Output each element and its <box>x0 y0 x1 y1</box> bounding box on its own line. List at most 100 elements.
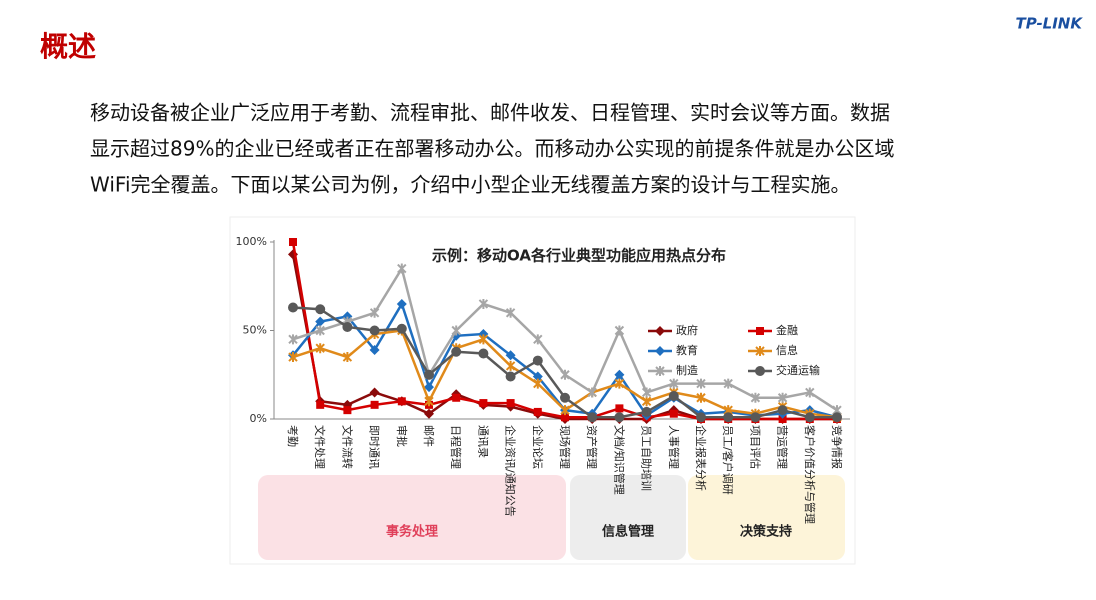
point <box>397 263 407 274</box>
x-tick-label: 考勤 <box>286 425 299 447</box>
point <box>288 334 298 345</box>
x-tick-label: 项目评估 <box>748 425 761 469</box>
logo: TP-LINK <box>1015 15 1083 33</box>
point <box>750 392 761 403</box>
point <box>614 378 625 389</box>
point <box>669 409 678 418</box>
point <box>370 400 379 409</box>
point <box>369 387 380 398</box>
y-tick-label: 100% <box>236 235 267 248</box>
point <box>668 390 679 401</box>
point <box>696 392 706 403</box>
legend-label: 制造 <box>676 363 698 377</box>
point <box>315 325 325 336</box>
point <box>777 392 788 403</box>
slide-title: 概述 <box>40 30 96 63</box>
point <box>696 412 706 423</box>
point <box>533 407 542 416</box>
point <box>424 382 434 393</box>
point <box>532 371 543 382</box>
point <box>424 396 434 407</box>
point <box>478 334 489 345</box>
point <box>315 316 326 327</box>
point <box>342 352 353 363</box>
point <box>832 412 842 423</box>
point <box>479 399 488 408</box>
point <box>723 412 734 423</box>
point <box>755 346 765 356</box>
point <box>315 304 326 315</box>
legend-label: 金融 <box>776 323 798 337</box>
point <box>614 325 625 336</box>
point <box>369 344 380 355</box>
point <box>533 334 543 345</box>
legend-label: 教育 <box>676 343 698 357</box>
point <box>655 346 665 356</box>
point <box>655 366 665 376</box>
point <box>451 346 462 357</box>
y-tick-label: 50% <box>243 324 267 337</box>
point <box>561 413 569 422</box>
x-tick-label: 员工自助培训 <box>640 425 654 491</box>
point <box>755 366 765 376</box>
x-tick-label: 竞争情报 <box>830 425 844 469</box>
x-tick-label: 企业论坛 <box>531 425 545 469</box>
point <box>451 325 461 336</box>
x-tick-label: 员工/客户调研 <box>721 425 735 495</box>
group-label: 事务处理 <box>386 524 438 540</box>
x-tick-label: 通讯录 <box>476 425 489 458</box>
paragraph-line: WiFi完全覆盖。下面以某公司为例，介绍中小型企业无线覆盖方案的设计与工程实施。 <box>90 173 851 197</box>
x-tick-label: 即时通讯 <box>368 425 381 469</box>
point <box>587 412 598 423</box>
point <box>614 412 625 423</box>
point <box>804 412 815 423</box>
point <box>506 399 515 408</box>
point <box>560 405 570 416</box>
x-tick-label: 人事管理 <box>667 425 681 469</box>
point <box>397 397 406 406</box>
point <box>478 298 489 309</box>
point <box>641 406 652 417</box>
point <box>505 360 516 371</box>
point <box>505 350 516 361</box>
point <box>778 415 787 423</box>
x-tick-label: 资产管理 <box>585 425 599 469</box>
x-tick-label: 日程管理 <box>449 425 463 469</box>
x-tick-label: 文档/知识管理 <box>612 425 626 495</box>
point <box>756 327 764 335</box>
group-label: 信息管理 <box>602 524 654 540</box>
point <box>777 405 788 416</box>
paragraph-line: 移动设备被企业广泛应用于考勤、流程审批、邮件收发、日程管理、实时会议等方面。数据 <box>90 101 890 125</box>
legend-label: 信息 <box>776 343 798 357</box>
point <box>316 400 325 409</box>
chart-title: 示例：移动OA各行业典型功能应用热点分布 <box>432 247 726 265</box>
point <box>805 387 815 398</box>
point <box>532 355 543 366</box>
point <box>369 307 380 318</box>
x-tick-label: 营运管理 <box>776 425 790 469</box>
point <box>396 323 407 334</box>
point <box>289 238 297 246</box>
point <box>424 369 434 380</box>
group-box <box>570 475 686 560</box>
point <box>560 369 570 380</box>
point <box>615 404 624 413</box>
point <box>614 369 625 380</box>
legend-label: 政府 <box>676 323 698 337</box>
point <box>655 326 665 336</box>
x-tick-label: 企业资讯/通知公告 <box>504 425 518 517</box>
point <box>505 307 516 318</box>
group-label: 决策支持 <box>740 524 792 540</box>
x-tick-label: 文件流转 <box>340 425 354 469</box>
point <box>369 325 380 336</box>
x-tick-label: 客户价值分析与管理 <box>803 425 817 524</box>
x-tick-label: 企业报表分析 <box>694 425 708 491</box>
point <box>723 378 733 389</box>
point <box>424 408 434 419</box>
x-tick-label: 邮件 <box>422 425 435 447</box>
point <box>641 396 652 407</box>
x-tick-label: 现场管理 <box>558 425 572 469</box>
point <box>560 392 570 403</box>
point <box>288 302 298 313</box>
